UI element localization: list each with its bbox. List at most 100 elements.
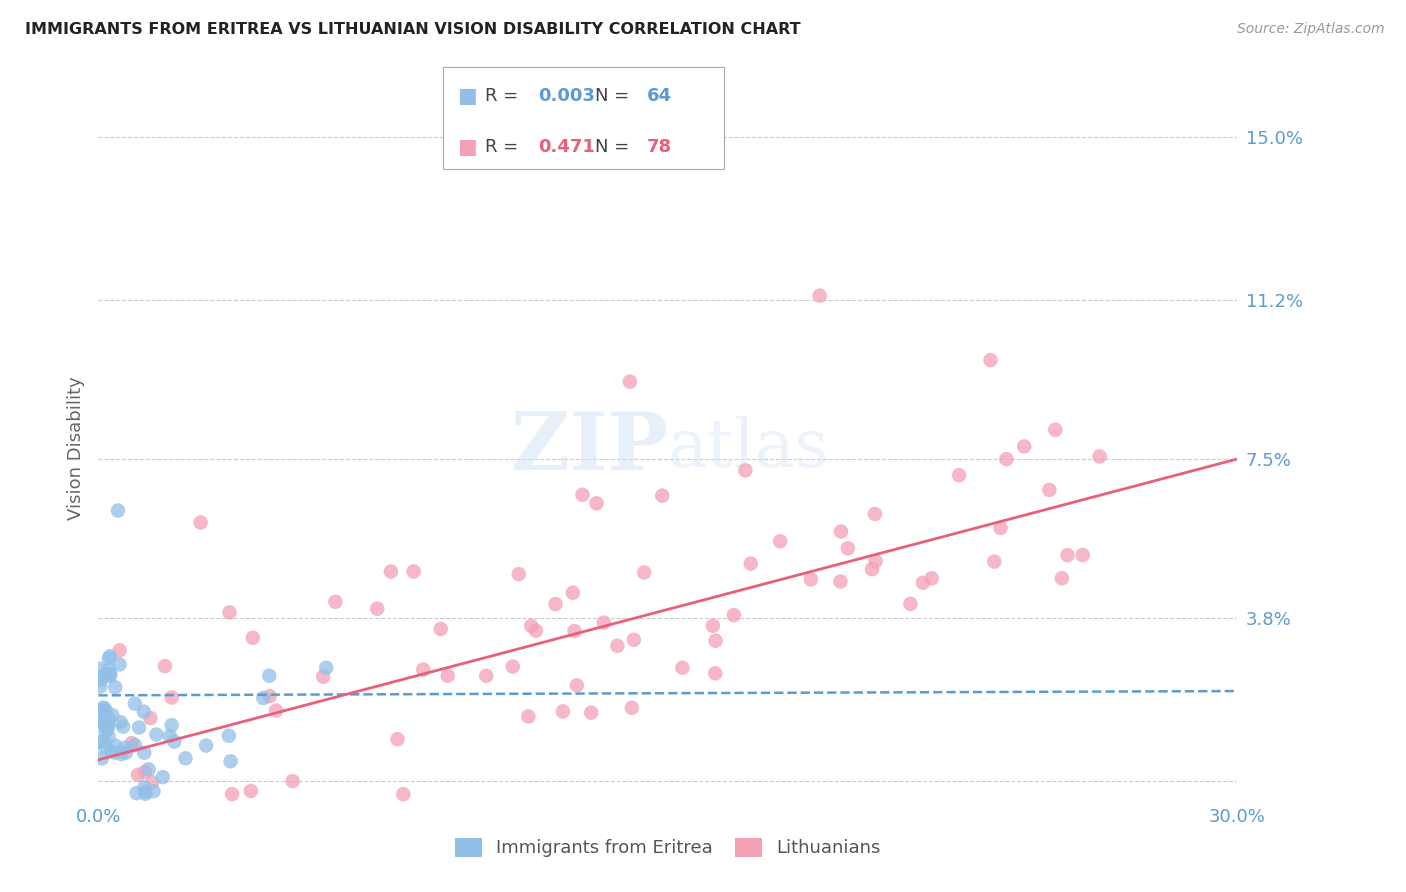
Point <box>115 746 138 760</box>
Point <box>152 770 174 784</box>
Point <box>561 585 583 599</box>
Point <box>153 659 176 673</box>
Point <box>387 732 409 747</box>
Point <box>837 541 859 556</box>
Point <box>863 507 886 521</box>
Point <box>97 730 120 744</box>
Point <box>380 565 402 579</box>
Point <box>671 661 693 675</box>
Point <box>517 709 540 723</box>
Point <box>259 689 281 703</box>
Point <box>1038 483 1060 497</box>
Text: ■: ■ <box>457 136 477 157</box>
Point <box>544 597 567 611</box>
Point <box>911 575 934 590</box>
Point <box>412 663 434 677</box>
Text: atlas: atlas <box>668 416 830 481</box>
Text: ■: ■ <box>457 86 477 105</box>
Point <box>91 669 114 683</box>
Point <box>94 716 117 731</box>
Point <box>475 669 498 683</box>
Point <box>860 562 883 576</box>
Point <box>592 615 614 630</box>
Point <box>128 721 150 735</box>
Point <box>734 463 756 477</box>
Point <box>110 715 132 730</box>
Point <box>219 754 242 768</box>
Point <box>94 703 117 717</box>
Point <box>127 768 149 782</box>
Point <box>93 714 115 728</box>
Point <box>139 711 162 725</box>
Point <box>98 649 121 664</box>
Point <box>107 503 129 517</box>
Point <box>325 595 347 609</box>
Point <box>97 666 120 681</box>
Point <box>830 524 852 539</box>
Point <box>520 619 543 633</box>
Point <box>830 574 852 589</box>
Point <box>163 734 186 748</box>
Point <box>108 643 131 657</box>
Point <box>134 787 156 801</box>
Text: N =: N = <box>595 138 634 156</box>
Text: 78: 78 <box>647 138 672 156</box>
Point <box>89 673 111 687</box>
Point <box>633 566 655 580</box>
Point <box>990 521 1012 535</box>
Point <box>91 715 114 730</box>
Point <box>702 618 724 632</box>
Point <box>134 764 156 779</box>
Text: R =: R = <box>485 138 524 156</box>
Point <box>134 785 156 799</box>
Point <box>124 697 146 711</box>
Point <box>281 774 304 789</box>
Point <box>114 740 136 755</box>
Point <box>124 738 146 752</box>
Legend: Immigrants from Eritrea, Lithuanians: Immigrants from Eritrea, Lithuanians <box>447 830 889 864</box>
Point <box>160 718 183 732</box>
Point <box>979 353 1001 368</box>
Text: 0.471: 0.471 <box>538 138 595 156</box>
Point <box>392 787 415 801</box>
Point <box>564 624 586 638</box>
Point <box>110 747 132 761</box>
Point <box>585 496 607 510</box>
Point <box>865 554 887 568</box>
Point <box>606 639 628 653</box>
Point <box>94 718 117 732</box>
Point <box>983 555 1005 569</box>
Point <box>551 704 574 718</box>
Point <box>138 763 160 777</box>
Text: IMMIGRANTS FROM ERITREA VS LITHUANIAN VISION DISABILITY CORRELATION CHART: IMMIGRANTS FROM ERITREA VS LITHUANIAN VI… <box>25 22 801 37</box>
Point <box>264 704 287 718</box>
Point <box>91 734 114 748</box>
Point <box>90 703 112 717</box>
Point <box>98 669 121 683</box>
Point <box>145 727 167 741</box>
Point <box>436 669 458 683</box>
Point <box>524 624 547 638</box>
Point <box>134 746 156 760</box>
Point <box>142 784 165 798</box>
Point <box>1012 439 1035 453</box>
Point <box>723 608 745 623</box>
Point <box>769 534 792 549</box>
Point <box>132 705 155 719</box>
Point <box>97 718 120 732</box>
Point <box>112 720 135 734</box>
Point <box>315 661 337 675</box>
Text: 64: 64 <box>647 87 672 104</box>
Point <box>1088 450 1111 464</box>
Point <box>195 739 218 753</box>
Point <box>623 632 645 647</box>
Y-axis label: Vision Disability: Vision Disability <box>66 376 84 520</box>
Point <box>159 729 181 743</box>
Point <box>218 606 240 620</box>
Point <box>242 631 264 645</box>
Point <box>1056 548 1078 562</box>
Point <box>619 375 641 389</box>
Point <box>90 751 112 765</box>
Text: ZIP: ZIP <box>510 409 668 487</box>
Point <box>97 662 120 676</box>
